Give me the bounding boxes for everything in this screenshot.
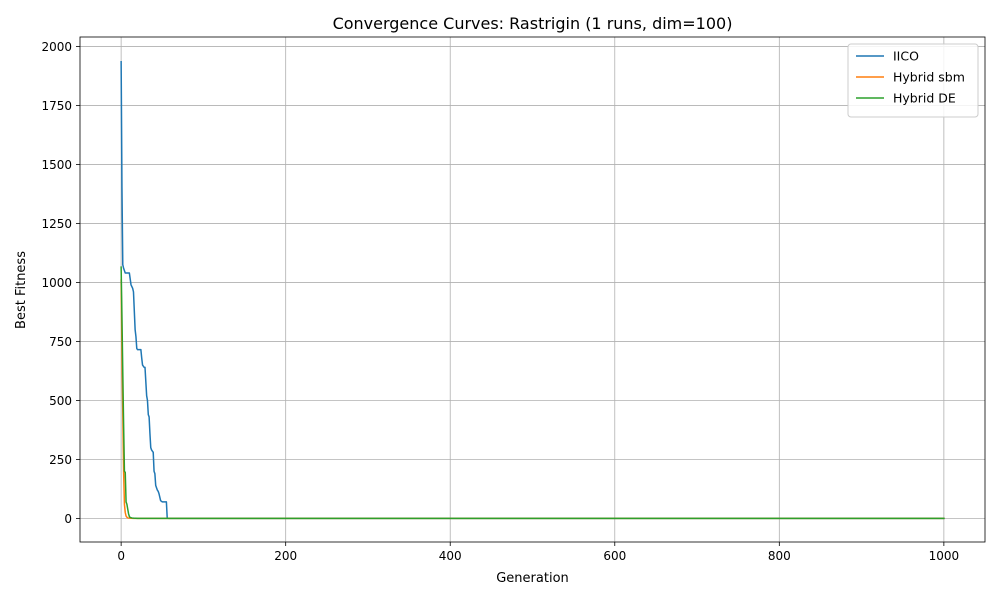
x-axis-label: Generation bbox=[496, 571, 569, 586]
x-tick-label: 1000 bbox=[929, 549, 960, 563]
x-tick-label: 400 bbox=[439, 549, 462, 563]
chart-title: Convergence Curves: Rastrigin (1 runs, d… bbox=[333, 14, 733, 33]
axes: 0 200 400 600 800 1000 0 250 500 750 1000 1250 1500 1… bbox=[41, 36, 986, 563]
y-tick-label: 1000 bbox=[41, 276, 72, 290]
y-tick-label: 1250 bbox=[41, 217, 72, 231]
axes-frame bbox=[79, 36, 986, 543]
legend-label: Hybrid DE bbox=[893, 91, 956, 106]
y-tick-label: 500 bbox=[49, 394, 72, 408]
y-tick-label: 2000 bbox=[41, 40, 72, 54]
legend: IICO Hybrid sbm Hybrid DE bbox=[847, 43, 979, 118]
x-tick-label: 200 bbox=[274, 549, 297, 563]
y-tick-label: 0 bbox=[64, 512, 72, 526]
legend-label: Hybrid sbm bbox=[893, 70, 965, 85]
y-tick-label: 1500 bbox=[41, 158, 72, 172]
grid bbox=[80, 37, 985, 542]
x-tick-label: 800 bbox=[768, 549, 791, 563]
y-tick-label: 250 bbox=[49, 453, 72, 467]
series-line bbox=[120, 266, 945, 520]
y-tick-label: 750 bbox=[49, 335, 72, 349]
y-axis-label: Best Fitness bbox=[14, 251, 29, 329]
x-tick-label: 600 bbox=[603, 549, 626, 563]
x-tick-label: 0 bbox=[117, 549, 125, 563]
legend-label: IICO bbox=[893, 49, 919, 64]
y-tick-label: 1750 bbox=[41, 99, 72, 113]
series-lines bbox=[120, 61, 945, 520]
